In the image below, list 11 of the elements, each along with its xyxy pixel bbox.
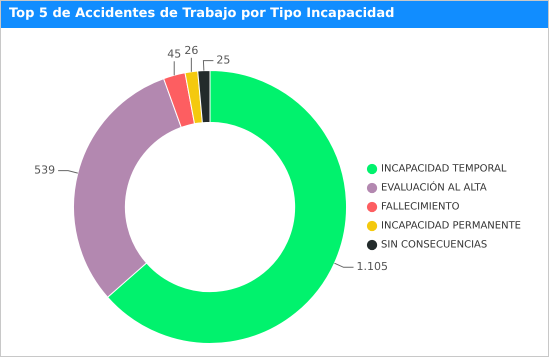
data-label: 1.105 [356, 260, 388, 274]
legend-label: INCAPACIDAD PERMANENTE [381, 220, 522, 232]
legend-label: EVALUACIÓN AL ALTA [381, 180, 487, 194]
data-label: 539 [34, 163, 56, 176]
legend-label: SIN CONSECUENCIAS [381, 240, 488, 251]
legend-label: FALLECIMIENTO [381, 202, 460, 213]
chart-title: Top 5 de Accidentes de Trabajo por Tipo Incapacidad [1, 1, 548, 28]
data-label: 26 [184, 44, 198, 58]
data-label: 45 [167, 48, 182, 61]
legend-label: INCAPACIDAD TEMPORAL [381, 164, 507, 175]
data-label: 25 [216, 54, 230, 67]
